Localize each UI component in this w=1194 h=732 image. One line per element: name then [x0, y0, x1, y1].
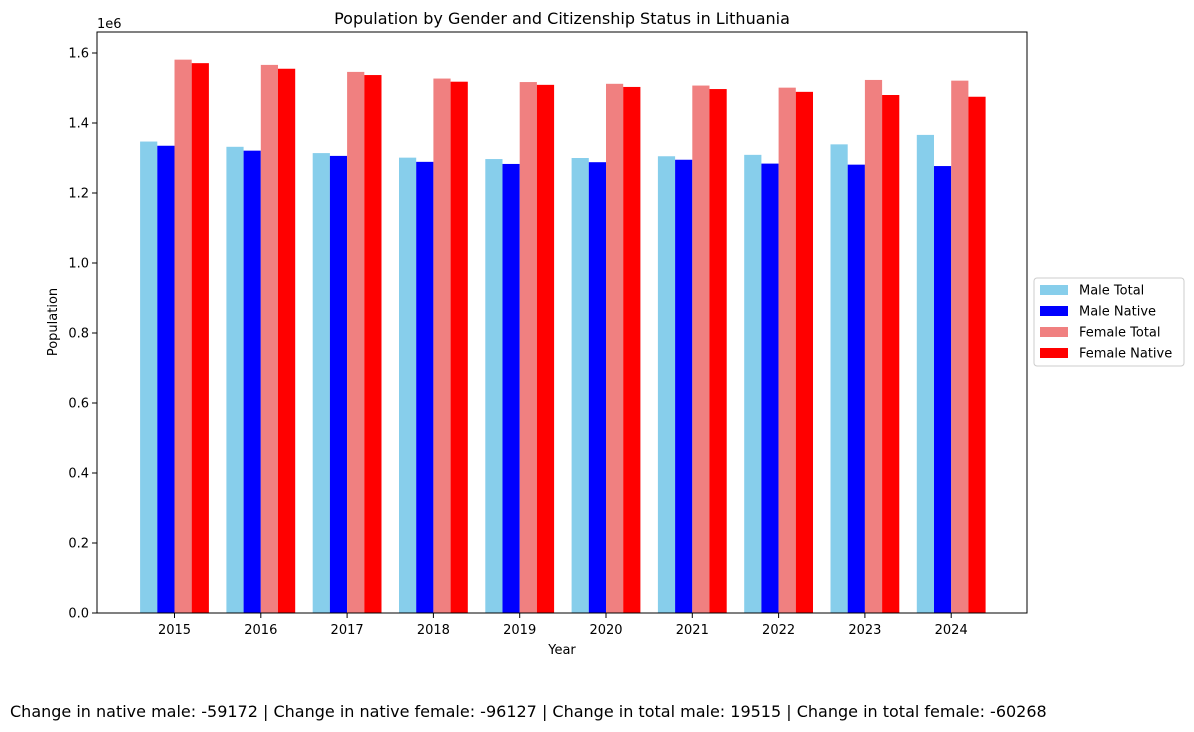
bar-male-total-2018	[399, 157, 417, 613]
x-tick-label: 2020	[589, 623, 622, 638]
bar-female-total-2024	[951, 80, 969, 613]
bar-male-total-2021	[657, 156, 676, 613]
bar-female-total-2017	[347, 71, 365, 613]
bar-male-native-2022	[761, 163, 779, 613]
x-tick-label: 2016	[244, 623, 277, 638]
bar-female-total-2023	[864, 79, 883, 613]
bars	[140, 59, 986, 614]
bar-male-native-2021	[675, 159, 693, 613]
y-ticks: 0.0 0.2 0.4 0.6 0.8 1.0 1.2 1.4 1.6	[68, 47, 97, 622]
legend-swatch	[1040, 348, 1068, 358]
bar-female-native-2016	[278, 68, 296, 613]
x-tick-label: 2022	[762, 623, 795, 638]
legend-frame	[1033, 277, 1185, 367]
bar-male-total-2024	[916, 134, 934, 613]
legend-label: Female Total	[1079, 326, 1161, 341]
chart-title: Population by Gender and Citizenship Sta…	[334, 9, 790, 28]
plot-frame	[96, 31, 1028, 614]
bar-female-native-2022	[795, 91, 813, 614]
bar-male-native-2020	[588, 162, 606, 613]
x-tick-label: 2015	[158, 623, 191, 638]
x-tick-label: 2019	[503, 623, 536, 638]
bar-female-total-2022	[778, 87, 796, 613]
legend-swatch	[1040, 285, 1068, 295]
y-axis-label: Population	[46, 288, 61, 356]
summary-footnote: Change in native male: -59172 | Change i…	[10, 702, 1047, 721]
bar-male-total-2015	[140, 141, 158, 614]
y-tick-label: 1.2	[68, 187, 89, 202]
x-tick-label: 2024	[935, 623, 968, 638]
y-tick-label: 0.0	[68, 607, 89, 622]
bar-female-total-2015	[174, 59, 192, 613]
bar-female-native-2015	[191, 63, 209, 613]
legend-swatch	[1040, 327, 1068, 337]
y-tick-label: 0.2	[68, 537, 89, 552]
x-ticks: 2015 2016 2017 2018 2019 2020 2021 2022 2023 2024	[158, 613, 968, 638]
y-tick-label: 1.0	[68, 257, 89, 272]
bar-female-total-2020	[606, 83, 624, 614]
bar-female-total-2018	[433, 78, 451, 614]
bar-female-total-2019	[519, 82, 537, 614]
y-tick-label: 0.6	[68, 397, 89, 412]
bar-female-native-2019	[536, 84, 555, 614]
x-tick-label: 2023	[848, 623, 881, 638]
bar-male-total-2020	[571, 158, 589, 613]
x-tick-label: 2018	[417, 623, 450, 638]
bar-male-native-2015	[157, 145, 175, 613]
bar-male-native-2023	[847, 164, 865, 613]
legend: Male Total Male Native Female Total Female …	[1033, 277, 1185, 367]
y-multiplier-label: 1e6	[97, 17, 122, 32]
bar-male-native-2024	[934, 166, 952, 614]
chart: Population by Gender and Citizenship Sta…	[46, 9, 1185, 658]
x-tick-label: 2021	[676, 623, 709, 638]
x-tick-label: 2017	[331, 623, 364, 638]
bar-male-total-2016	[226, 146, 244, 614]
legend-swatch	[1040, 306, 1068, 316]
bar-male-total-2017	[312, 153, 330, 613]
bar-male-total-2022	[744, 154, 762, 613]
x-axis-label: Year	[547, 643, 576, 658]
bar-female-native-2021	[709, 89, 727, 614]
bar-female-native-2018	[450, 81, 468, 613]
bar-female-native-2020	[623, 86, 641, 613]
bar-female-native-2017	[364, 75, 382, 614]
bar-male-native-2017	[329, 155, 348, 613]
y-tick-label: 1.4	[68, 117, 89, 132]
bar-female-total-2016	[260, 64, 278, 613]
bar-female-native-2023	[882, 95, 900, 613]
bar-male-native-2016	[243, 150, 261, 613]
bar-female-total-2021	[692, 85, 710, 614]
bar-male-total-2023	[830, 144, 848, 613]
bar-male-total-2019	[485, 159, 503, 614]
bar-male-native-2019	[502, 163, 520, 613]
legend-label: Male Native	[1079, 305, 1156, 320]
y-tick-label: 0.8	[68, 327, 89, 342]
y-tick-label: 0.4	[68, 467, 89, 482]
y-tick-label: 1.6	[68, 47, 89, 62]
legend-label: Male Total	[1079, 284, 1144, 299]
legend-label: Female Native	[1079, 347, 1172, 362]
bar-female-native-2024	[968, 96, 986, 613]
bar-male-native-2018	[416, 161, 434, 613]
